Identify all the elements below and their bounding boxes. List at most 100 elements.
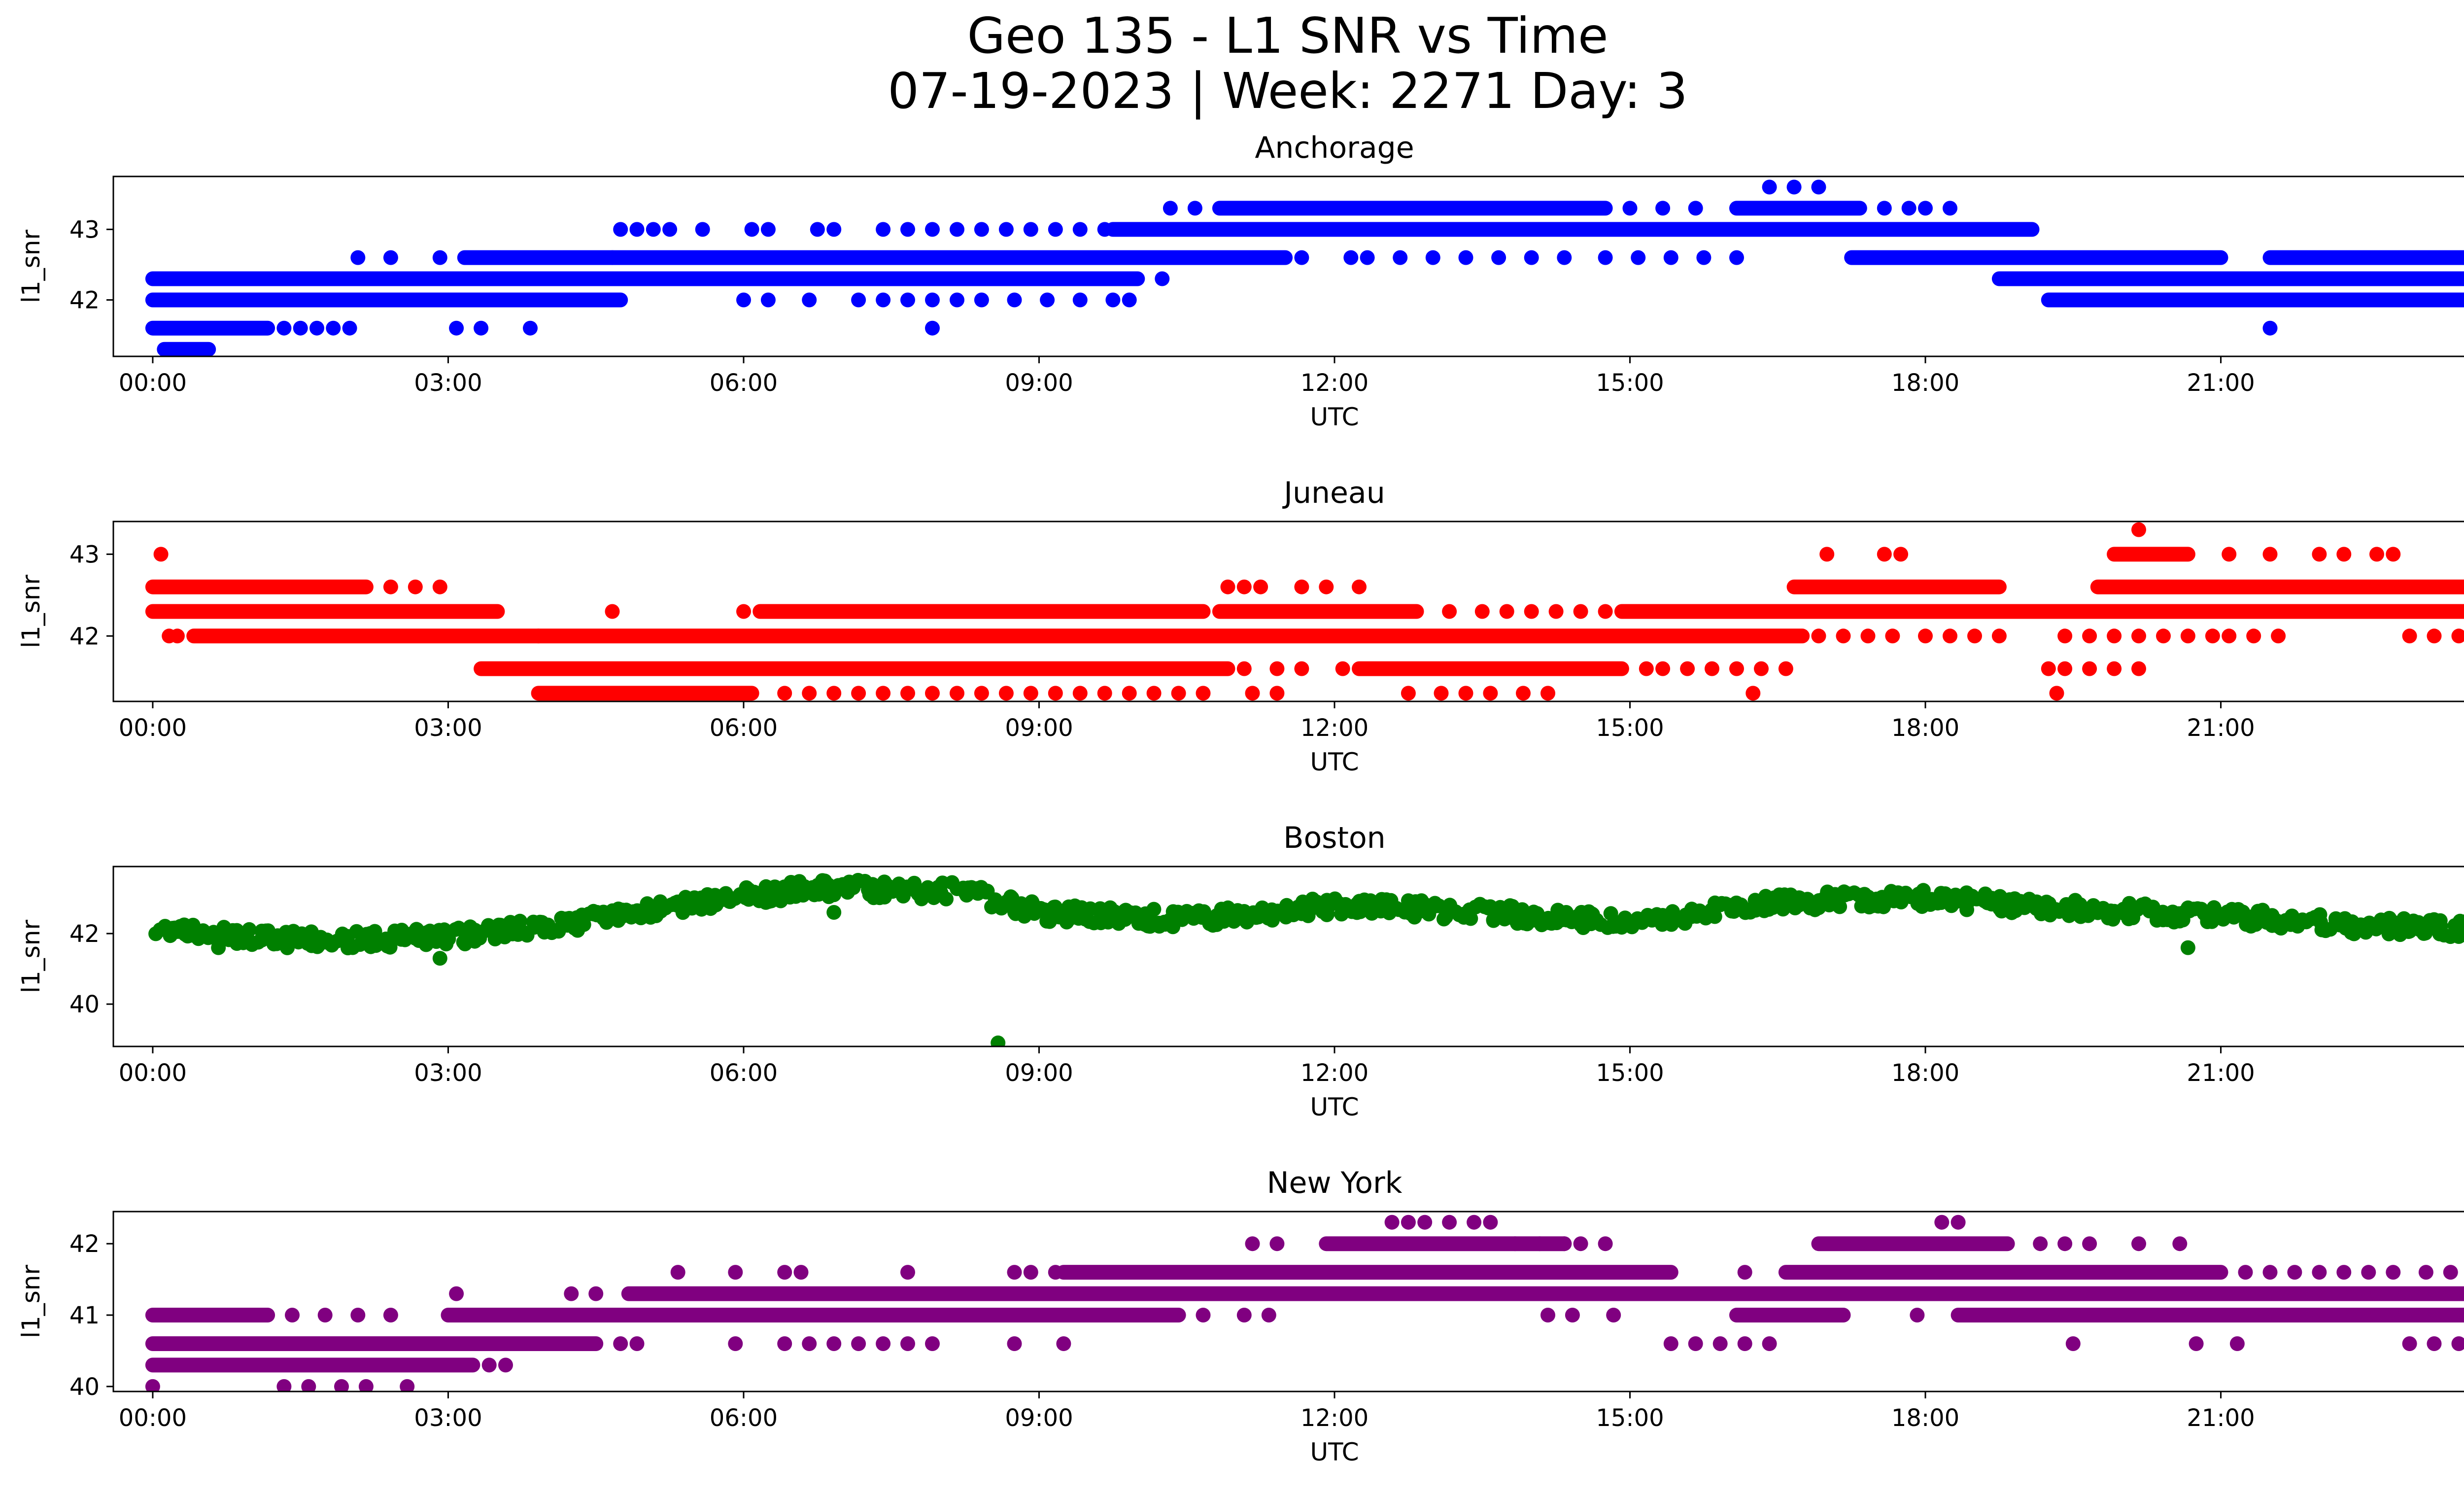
data-point	[802, 292, 817, 308]
data-point	[1565, 1308, 1580, 1322]
data-point	[1122, 292, 1137, 308]
data-point	[974, 686, 989, 701]
data-point	[2451, 1336, 2464, 1351]
data-point	[2082, 628, 2097, 644]
data-point	[2205, 628, 2220, 644]
data-point	[826, 222, 842, 237]
data-point	[1196, 686, 1211, 701]
data-point	[2057, 1236, 2073, 1252]
data-point	[326, 320, 341, 336]
data-point	[1007, 292, 1022, 308]
x-tick-label: 00:00	[119, 714, 187, 742]
y-tick-label: 40	[69, 1373, 100, 1401]
data-point	[1072, 292, 1088, 308]
x-tick-label: 06:00	[710, 714, 778, 742]
data-point	[2246, 628, 2261, 644]
data-point	[1540, 686, 1555, 701]
data-point	[925, 320, 940, 336]
data-point	[2262, 547, 2278, 562]
data-point	[1155, 271, 1170, 286]
data-point	[826, 1336, 842, 1351]
data-point	[334, 1379, 349, 1391]
data-point	[432, 579, 447, 594]
x-tick-label: 00:00	[119, 369, 187, 397]
x-tick-label: 06:00	[710, 1404, 778, 1432]
figure-title-line2: 07-19-2023 | Week: 2271 Day: 3	[888, 62, 1688, 120]
data-point	[1393, 250, 1408, 265]
data-point	[900, 1265, 915, 1280]
x-axis-label: UTC	[1310, 748, 1359, 776]
data-points	[145, 1215, 2464, 1391]
data-point	[474, 320, 489, 336]
data-point	[1688, 201, 1703, 216]
data-point	[777, 1265, 792, 1280]
data-point	[2312, 1265, 2327, 1280]
data-point	[408, 579, 423, 594]
data-point	[2131, 1236, 2146, 1252]
data-point	[2427, 628, 2442, 644]
data-point	[950, 222, 964, 237]
data-point	[629, 1336, 645, 1351]
data-point	[826, 686, 842, 701]
data-point	[170, 628, 185, 644]
data-point	[1631, 250, 1646, 265]
data-point	[2057, 628, 2073, 644]
data-point	[1171, 686, 1186, 701]
data-point	[728, 1336, 743, 1351]
data-point	[1811, 179, 1826, 195]
data-point	[605, 604, 620, 619]
data-point	[925, 686, 940, 701]
data-point	[1072, 222, 1088, 237]
data-point	[1003, 889, 1019, 904]
data-point	[876, 292, 891, 308]
data-point	[1483, 1215, 1498, 1230]
data-point	[2443, 1265, 2458, 1280]
data-point	[1712, 1336, 1728, 1351]
data-point	[1548, 604, 1564, 619]
data-point	[1893, 547, 1909, 562]
x-tick-label: 15:00	[1596, 1059, 1664, 1087]
data-point	[2312, 547, 2327, 562]
data-point	[914, 891, 929, 906]
data-point	[695, 222, 710, 237]
data-point	[826, 905, 842, 920]
data-point	[744, 222, 759, 237]
data-point	[1819, 547, 1835, 562]
data-point	[810, 222, 825, 237]
data-point	[575, 917, 590, 933]
boston-scatter-chart: Boston 00:00 03:00 06:00 09:00 12:00 15:00 18:0…	[17, 821, 2464, 1121]
data-point	[1573, 604, 1588, 619]
data-point	[293, 320, 308, 336]
data-point	[1688, 1336, 1703, 1351]
data-point	[1776, 902, 1791, 917]
data-point	[1432, 898, 1447, 913]
data-point	[1401, 1215, 1416, 1230]
data-point	[342, 320, 357, 336]
data-point	[1187, 201, 1202, 216]
data-point	[613, 222, 628, 237]
data-point	[2361, 1265, 2376, 1280]
data-point	[2427, 1336, 2442, 1351]
data-point	[1832, 899, 1848, 914]
data-point	[2065, 1336, 2081, 1351]
data-point	[276, 1379, 292, 1391]
y-tick-label: 43	[69, 541, 100, 568]
juneau-scatter-chart: Juneau 00:00 03:00 06:00 09:00 12:00 15:00 18:0…	[17, 476, 2464, 776]
data-point	[876, 686, 891, 701]
data-point	[2107, 628, 2122, 644]
data-point	[1236, 661, 1252, 676]
data-point	[1910, 1308, 1925, 1322]
data-point	[1655, 661, 1671, 676]
data-point	[1486, 913, 1501, 928]
data-point	[1885, 628, 1900, 644]
data-point	[2369, 547, 2384, 562]
data-point	[1754, 661, 1769, 676]
data-point	[2418, 1265, 2433, 1280]
data-point	[1467, 1215, 1482, 1230]
data-point	[1705, 661, 1719, 676]
x-tick-label: 03:00	[414, 369, 482, 397]
data-point	[1729, 661, 1744, 676]
data-point	[1122, 686, 1137, 701]
x-tick-label: 09:00	[1005, 714, 1073, 742]
data-point	[646, 222, 661, 237]
